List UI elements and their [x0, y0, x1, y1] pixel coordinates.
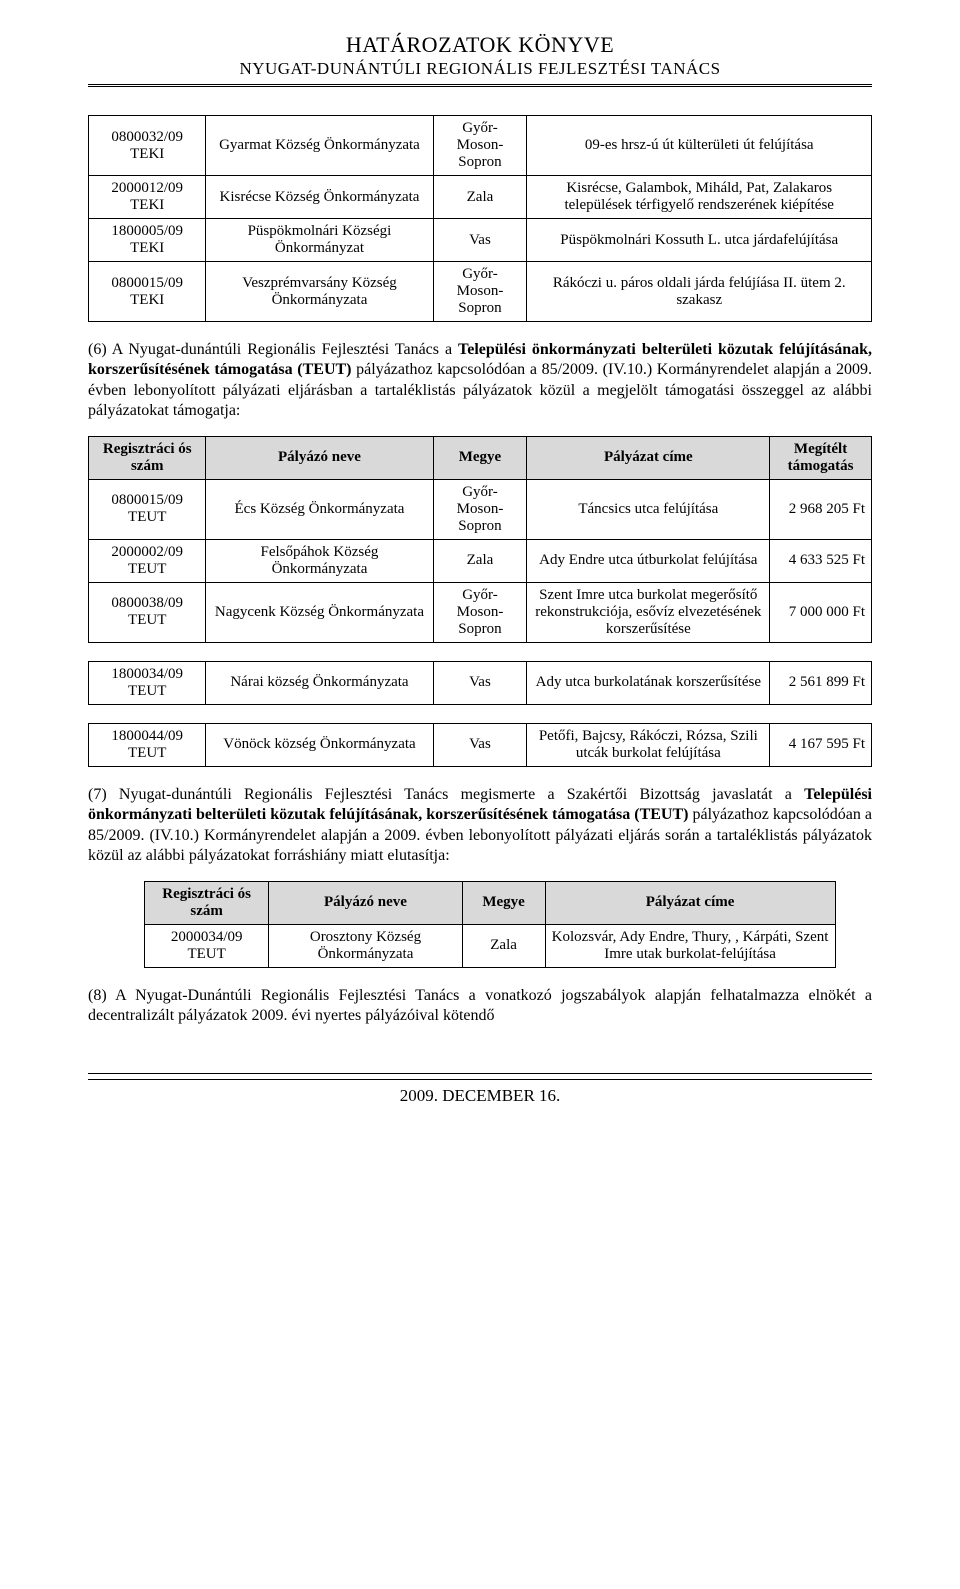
- cell-name: Gyarmat Község Önkormányzata: [206, 116, 433, 176]
- para6-prefix: (6) A Nyugat-dunántúli Regionális Fejles…: [88, 341, 458, 358]
- header-subtitle: NYUGAT-DUNÁNTÚLI REGIONÁLIS FEJLESZTÉSI …: [88, 59, 872, 85]
- cell-county: Győr-Moson-Sopron: [433, 116, 527, 176]
- cell-reg: 0800038/09 TEUT: [89, 582, 206, 642]
- cell-name: Vönöck község Önkormányzata: [206, 723, 433, 766]
- cell-name: Felsőpáhok Község Önkormányzata: [206, 539, 433, 582]
- cell-name: Nagycenk Község Önkormányzata: [206, 582, 433, 642]
- paragraph-8: (8) A Nyugat-Dunántúli Regionális Fejles…: [88, 986, 872, 1027]
- table-teut-2: 1800034/09 TEUTNárai község Önkormányzat…: [88, 661, 872, 705]
- page-footer: 2009. DECEMBER 16.: [88, 1073, 872, 1106]
- cell-reg: 0800015/09 TEUT: [89, 479, 206, 539]
- header-title: HATÁROZATOK KÖNYVE: [88, 32, 872, 58]
- table-teut-1: Regisztráci ós szám Pályázó neve Megye P…: [88, 436, 872, 643]
- cell-county: Győr-Moson-Sopron: [433, 582, 527, 642]
- col-title: Pályázat címe: [527, 436, 770, 479]
- cell-county: Győr-Moson-Sopron: [433, 479, 527, 539]
- cell-amount: 4 633 525 Ft: [770, 539, 872, 582]
- cell-county: Vas: [433, 661, 527, 704]
- cell-title: Szent Imre utca burkolat megerősítő reko…: [527, 582, 770, 642]
- cell-county: Zala: [433, 539, 527, 582]
- col-reg: Regisztráci ós szám: [145, 881, 269, 924]
- para7-prefix: (7) Nyugat-dunántúli Regionális Fejleszt…: [88, 786, 804, 803]
- cell-name: Écs Község Önkormányzata: [206, 479, 433, 539]
- cell-reg: 2000002/09 TEUT: [89, 539, 206, 582]
- col-county: Megye: [462, 881, 545, 924]
- cell-name: Veszprémvarsány Község Önkormányzata: [206, 262, 433, 322]
- col-amount: Megítélt támogatás: [770, 436, 872, 479]
- cell-title: Ady Endre utca útburkolat felújítása: [527, 539, 770, 582]
- cell-county: Zala: [433, 176, 527, 219]
- cell-amount: 4 167 595 Ft: [770, 723, 872, 766]
- paragraph-6: (6) A Nyugat-dunántúli Regionális Fejles…: [88, 340, 872, 422]
- cell-title: Püspökmolnári Kossuth L. utca járdafelúj…: [527, 219, 872, 262]
- table-teut-3: 1800044/09 TEUTVönöck község Önkormányza…: [88, 723, 872, 767]
- inner-table-wrap: Regisztráci ós szám Pályázó neve Megye P…: [88, 881, 872, 968]
- cell-amount: 2 561 899 Ft: [770, 661, 872, 704]
- cell-reg: 2000034/09 TEUT: [145, 924, 269, 967]
- table-row: 0800032/09 TEKIGyarmat Község Önkormányz…: [89, 116, 872, 176]
- table-row: 0800015/09 TEKIVeszprémvarsány Község Ön…: [89, 262, 872, 322]
- cell-reg: 1800044/09 TEUT: [89, 723, 206, 766]
- cell-name: Nárai község Önkormányzata: [206, 661, 433, 704]
- cell-reg: 1800034/09 TEUT: [89, 661, 206, 704]
- cell-title: Kolozsvár, Ady Endre, Thury, , Kárpáti, …: [545, 924, 835, 967]
- table-row: 0800015/09 TEUTÉcs Község ÖnkormányzataG…: [89, 479, 872, 539]
- footer-date: 2009. DECEMBER 16.: [88, 1079, 872, 1106]
- cell-title: 09-es hrsz-ú út külterületi út felújítás…: [527, 116, 872, 176]
- table-row: 1800034/09 TEUTNárai község Önkormányzat…: [89, 661, 872, 704]
- table-row: 1800044/09 TEUTVönöck község Önkormányza…: [89, 723, 872, 766]
- header-rule: [88, 85, 872, 87]
- cell-county: Vas: [433, 723, 527, 766]
- paragraph-7: (7) Nyugat-dunántúli Regionális Fejleszt…: [88, 785, 872, 867]
- col-name: Pályázó neve: [206, 436, 433, 479]
- table-row: 0800038/09 TEUTNagycenk Község Önkormány…: [89, 582, 872, 642]
- page-header: HATÁROZATOK KÖNYVE NYUGAT-DUNÁNTÚLI REGI…: [88, 32, 872, 87]
- cell-reg: 0800032/09 TEKI: [89, 116, 206, 176]
- table-header-row: Regisztráci ós szám Pályázó neve Megye P…: [145, 881, 836, 924]
- cell-amount: 7 000 000 Ft: [770, 582, 872, 642]
- cell-name: Püspökmolnári Községi Önkormányzat: [206, 219, 433, 262]
- cell-reg: 0800015/09 TEKI: [89, 262, 206, 322]
- cell-reg: 2000012/09 TEKI: [89, 176, 206, 219]
- table-row: 2000012/09 TEKIKisrécse Község Önkormány…: [89, 176, 872, 219]
- cell-county: Zala: [462, 924, 545, 967]
- col-county: Megye: [433, 436, 527, 479]
- cell-county: Győr-Moson-Sopron: [433, 262, 527, 322]
- table-row: 1800005/09 TEKIPüspökmolnári Községi Önk…: [89, 219, 872, 262]
- table-rejected: Regisztráci ós szám Pályázó neve Megye P…: [144, 881, 836, 968]
- col-title: Pályázat címe: [545, 881, 835, 924]
- table-row: 2000002/09 TEUTFelsőpáhok Község Önkormá…: [89, 539, 872, 582]
- cell-title: Rákóczi u. páros oldali járda felújíása …: [527, 262, 872, 322]
- cell-title: Petőfi, Bajcsy, Rákóczi, Rózsa, Szili ut…: [527, 723, 770, 766]
- cell-county: Vas: [433, 219, 527, 262]
- cell-title: Ady utca burkolatának korszerűsítése: [527, 661, 770, 704]
- cell-name: Kisrécse Község Önkormányzata: [206, 176, 433, 219]
- cell-title: Kisrécse, Galambok, Miháld, Pat, Zalakar…: [527, 176, 872, 219]
- cell-name: Orosztony Község Önkormányzata: [269, 924, 462, 967]
- cell-title: Táncsics utca felújítása: [527, 479, 770, 539]
- col-name: Pályázó neve: [269, 881, 462, 924]
- table-row: 2000034/09 TEUTOrosztony Község Önkormán…: [145, 924, 836, 967]
- table-header-row: Regisztráci ós szám Pályázó neve Megye P…: [89, 436, 872, 479]
- cell-reg: 1800005/09 TEKI: [89, 219, 206, 262]
- cell-amount: 2 968 205 Ft: [770, 479, 872, 539]
- table-teki: 0800032/09 TEKIGyarmat Község Önkormányz…: [88, 115, 872, 322]
- col-reg: Regisztráci ós szám: [89, 436, 206, 479]
